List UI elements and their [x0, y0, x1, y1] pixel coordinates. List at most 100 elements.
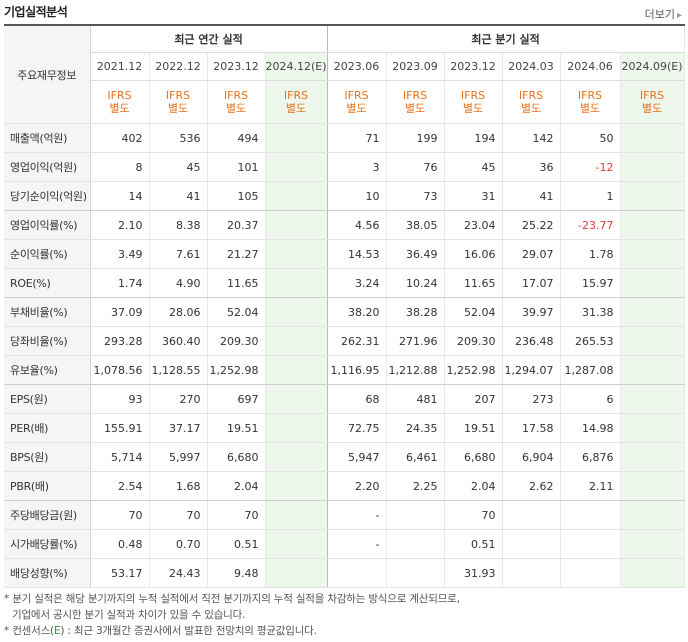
quarter-value	[620, 471, 685, 501]
annual-value	[265, 123, 328, 153]
annual-value	[265, 297, 328, 327]
quarter-value: 5,947	[327, 442, 387, 472]
annual-value: 19.51	[207, 413, 266, 443]
table-row: EPS(원) 93 270 697 68 481 207 273 6	[4, 384, 685, 414]
table-row: 배당성향(%) 53.17 24.43 9.48 31.93	[4, 558, 685, 588]
quarter-value: 14.53	[327, 239, 387, 269]
annual-value: 155.91	[90, 413, 150, 443]
accounting-standard: IFRS 별도	[149, 80, 208, 124]
quarter-value: 265.53	[560, 326, 621, 356]
standard-ifrs: IFRS	[223, 89, 249, 102]
annual-value: 1,252.98	[207, 355, 266, 385]
annual-value: 360.40	[149, 326, 208, 356]
quarter-period-0: 2023.06	[327, 52, 387, 81]
quarter-value: 209.30	[444, 326, 503, 356]
row-label: 주당배당금(원)	[4, 500, 91, 530]
quarter-value: 16.06	[444, 239, 503, 269]
quarter-value: 29.07	[502, 239, 561, 269]
annual-value	[265, 442, 328, 472]
annual-value: 1,078.56	[90, 355, 150, 385]
financial-summary-table: 주요재무정보 최근 연간 실적 최근 분기 실적 2021.12 2022.12 2023…	[4, 24, 685, 588]
annual-value: 7.61	[149, 239, 208, 269]
quarter-value: 31.38	[560, 297, 621, 327]
row-label: 부채비율(%)	[4, 297, 91, 327]
table-row: 영업이익률(%) 2.10 8.38 20.37 4.56 38.05 23.04 25.22…	[4, 210, 685, 240]
standard-separate: 별도	[225, 102, 247, 115]
row-label: 배당성향(%)	[4, 558, 91, 588]
quarter-value: -12	[560, 152, 621, 182]
quarter-value	[502, 500, 561, 530]
annual-value	[265, 471, 328, 501]
standard-ifrs: IFRS	[518, 89, 544, 102]
quarter-value: 1	[560, 181, 621, 211]
quarter-value: 2.04	[444, 471, 503, 501]
quarter-value: 236.48	[502, 326, 561, 356]
annual-value: 14	[90, 181, 150, 211]
quarter-value: 1.78	[560, 239, 621, 269]
standard-ifrs: IFRS	[577, 89, 603, 102]
standard-separate: 별도	[641, 102, 663, 115]
quarter-value: 273	[502, 384, 561, 414]
quarter-value: 50	[560, 123, 621, 153]
standard-separate: 별도	[520, 102, 542, 115]
quarter-value	[620, 152, 685, 182]
annual-value	[265, 326, 328, 356]
quarter-value	[560, 529, 621, 559]
accounting-standard: IFRS 별도	[207, 80, 266, 124]
quarter-value	[620, 326, 685, 356]
annual-value: 37.17	[149, 413, 208, 443]
annual-value: 8.38	[149, 210, 208, 240]
annual-value: 93	[90, 384, 150, 414]
quarter-value: 38.28	[386, 297, 445, 327]
quarter-value: 1,287.08	[560, 355, 621, 385]
accounting-standard: IFRS 별도	[502, 80, 561, 124]
accounting-standard: IFRS 별도	[620, 80, 685, 124]
accounting-standard: IFRS 별도	[90, 80, 150, 124]
table-row: ROE(%) 1.74 4.90 11.65 3.24 10.24 11.65 17.07 15…	[4, 268, 685, 298]
more-link[interactable]: 더보기 ▸	[645, 6, 682, 22]
annual-value: 2.54	[90, 471, 150, 501]
row-label: BPS(원)	[4, 442, 91, 472]
more-label: 더보기	[644, 8, 675, 21]
quarter-value: 38.05	[386, 210, 445, 240]
quarter-period-2: 2023.12	[444, 52, 503, 81]
quarter-value: 194	[444, 123, 503, 153]
standard-ifrs: IFRS	[402, 89, 428, 102]
quarter-value: 6,876	[560, 442, 621, 472]
table-row: PER(배) 155.91 37.17 19.51 72.75 24.35 19.51 17.…	[4, 413, 685, 443]
section-header: 기업실적분석 더보기 ▸	[0, 0, 688, 24]
quarter-value: 39.97	[502, 297, 561, 327]
quarter-value	[620, 181, 685, 211]
annual-value	[265, 210, 328, 240]
quarter-value	[620, 558, 685, 588]
annual-value: 9.48	[207, 558, 266, 588]
accounting-standard: IFRS 별도	[265, 80, 328, 124]
annual-value: 6,680	[207, 442, 266, 472]
standard-ifrs: IFRS	[107, 89, 132, 102]
row-label: 당기순이익(억원)	[4, 181, 91, 211]
standard-separate: 별도	[167, 102, 189, 115]
annual-group-header: 최근 연간 실적	[90, 25, 328, 53]
consensus-mark: E	[53, 625, 61, 637]
annual-value: 52.04	[207, 297, 266, 327]
quarter-value	[386, 500, 445, 530]
quarter-value: 15.97	[560, 268, 621, 298]
quarter-value: 14.98	[560, 413, 621, 443]
row-label: 영업이익률(%)	[4, 210, 91, 240]
quarter-value: 199	[386, 123, 445, 153]
annual-value: 24.43	[149, 558, 208, 588]
annual-period-1: 2022.12	[149, 52, 208, 81]
quarter-value: 70	[444, 500, 503, 530]
annual-value	[265, 239, 328, 269]
quarter-value: 36.49	[386, 239, 445, 269]
table-row: 시가배당률(%) 0.48 0.70 0.51-0.51	[4, 529, 685, 559]
quarter-value: 142	[502, 123, 561, 153]
quarter-value: 1,212.88	[386, 355, 445, 385]
annual-value: 494	[207, 123, 266, 153]
quarter-value	[620, 268, 685, 298]
quarter-value: 25.22	[502, 210, 561, 240]
quarter-value: 68	[327, 384, 387, 414]
standard-separate: 별도	[285, 102, 307, 115]
quarter-value: 1,294.07	[502, 355, 561, 385]
annual-value	[265, 413, 328, 443]
